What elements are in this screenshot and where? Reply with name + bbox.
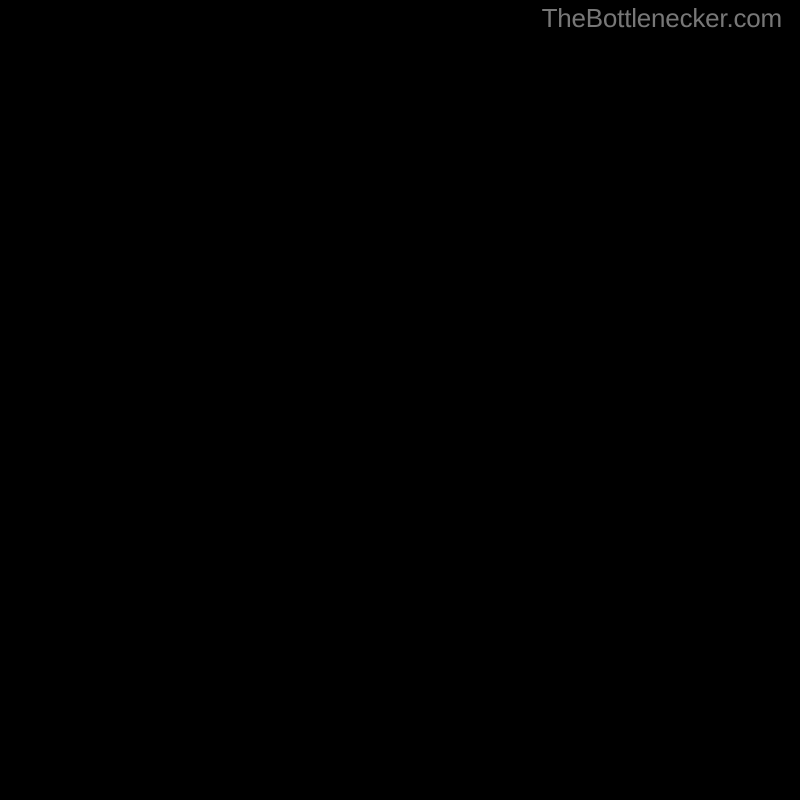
watermark-text: TheBottlenecker.com <box>542 3 782 34</box>
outer-frame <box>0 0 800 800</box>
